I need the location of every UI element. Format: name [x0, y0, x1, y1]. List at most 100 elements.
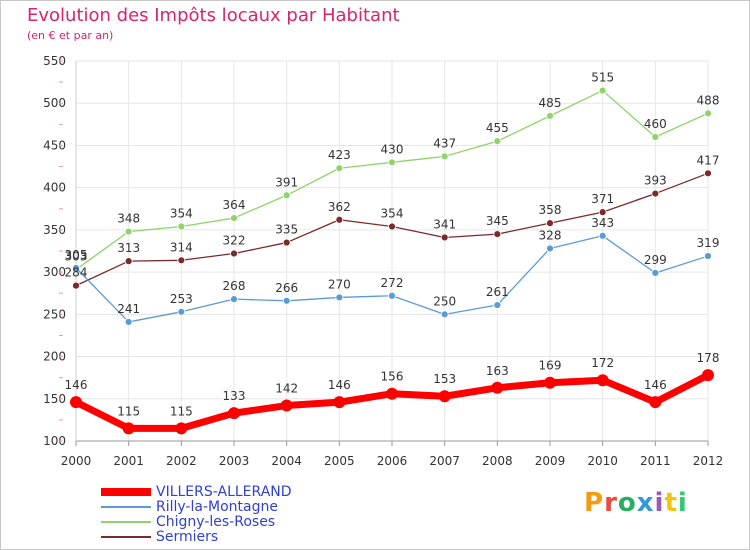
data-point — [282, 238, 291, 247]
data-point — [440, 152, 449, 161]
data-label: 115 — [170, 404, 193, 418]
data-label: 345 — [486, 214, 509, 228]
chart-subtitle: (en € et par an) — [27, 29, 114, 42]
series-layer — [70, 86, 714, 435]
data-label: 423 — [328, 148, 351, 162]
data-point — [546, 111, 554, 120]
data-point — [388, 158, 396, 167]
data-label: 272 — [381, 276, 404, 290]
x-tick-label: 2000 — [61, 454, 92, 468]
data-label: 305 — [65, 248, 88, 262]
data-label: 354 — [381, 207, 404, 221]
logo-letter: P — [584, 488, 605, 518]
y-tick-label: 250 — [43, 307, 66, 321]
data-point — [598, 86, 607, 95]
data-point — [704, 252, 712, 260]
data-label: 266 — [275, 281, 298, 295]
data-point — [386, 387, 398, 400]
x-tick-label: 2011 — [640, 454, 671, 468]
data-label: 341 — [433, 217, 456, 231]
y-tick-label: 300 — [43, 265, 66, 279]
data-point — [546, 244, 554, 253]
data-label: 133 — [223, 389, 246, 403]
data-point — [177, 307, 186, 316]
data-point — [546, 219, 554, 228]
data-label: 335 — [275, 223, 298, 237]
data-point — [72, 281, 80, 290]
data-label: 146 — [328, 378, 351, 392]
logo-letter: x — [636, 488, 655, 518]
legend-swatch — [101, 521, 151, 523]
x-tick-label: 2010 — [587, 454, 618, 468]
data-point — [72, 263, 80, 272]
x-tick-label: 2005 — [324, 454, 355, 468]
data-label: 319 — [697, 236, 720, 250]
x-tick-label: 2007 — [429, 454, 460, 468]
data-label: 178 — [697, 351, 720, 365]
data-point — [335, 164, 344, 173]
data-label: 485 — [539, 96, 562, 110]
x-tick-label: 2012 — [693, 454, 724, 468]
data-point — [70, 396, 82, 409]
data-label: 455 — [486, 121, 509, 135]
proxiti-logo: Proxiti — [584, 488, 688, 518]
data-label: 358 — [539, 203, 562, 217]
data-label: 153 — [433, 372, 456, 386]
data-point — [493, 137, 502, 146]
data-label: 417 — [697, 153, 720, 167]
data-point — [175, 422, 188, 435]
data-point — [440, 233, 449, 242]
data-label: 314 — [170, 240, 193, 254]
data-label: 430 — [381, 142, 404, 156]
data-point — [704, 169, 712, 178]
logo-letter: t — [664, 488, 678, 518]
data-point — [649, 396, 662, 409]
data-label: 142 — [275, 382, 298, 396]
data-point — [333, 396, 346, 409]
data-point — [651, 269, 660, 277]
chart-title: Evolution des Impôts locaux par Habitant — [27, 5, 400, 26]
data-label: 371 — [591, 192, 614, 206]
data-point — [230, 295, 238, 304]
data-point — [228, 407, 240, 420]
data-label: 313 — [117, 241, 140, 255]
data-point — [177, 256, 186, 265]
data-point — [651, 189, 660, 198]
data-point — [388, 222, 396, 231]
data-label: 322 — [223, 234, 246, 248]
data-point — [388, 291, 396, 300]
data-point — [124, 227, 133, 236]
data-point — [493, 301, 502, 309]
data-point — [704, 109, 712, 118]
data-point — [702, 369, 714, 382]
axis-layer: 550 500 450 400 350 300 250 200 150 100 2000 2001 20… — [43, 54, 723, 468]
data-label: 261 — [486, 285, 509, 299]
legend-swatch — [101, 488, 151, 496]
x-tick-label: 2004 — [271, 454, 302, 468]
y-tick-label: 400 — [43, 181, 66, 195]
data-label: 284 — [65, 266, 88, 280]
legend-swatch — [101, 536, 151, 538]
data-label: 163 — [486, 364, 509, 378]
data-label: 437 — [433, 136, 456, 150]
y-tick-label: 550 — [43, 54, 66, 68]
data-point — [335, 215, 344, 224]
data-point — [280, 399, 293, 412]
data-label: 156 — [381, 370, 404, 384]
x-tick-label: 2006 — [377, 454, 408, 468]
label-layer: 284 313 314 322 335 362 354 341 345 358 371 393 417 3… — [65, 71, 720, 419]
data-label: 362 — [328, 200, 351, 214]
data-label: 268 — [223, 279, 246, 293]
data-point — [230, 214, 238, 222]
data-point — [282, 296, 291, 305]
data-label: 354 — [170, 207, 193, 221]
data-label: 172 — [591, 356, 614, 370]
data-label: 515 — [591, 71, 614, 85]
data-label: 270 — [328, 277, 351, 291]
data-label: 364 — [223, 198, 246, 212]
legend-label: Rilly-la-Montagne — [156, 499, 278, 515]
x-tick-label: 2009 — [535, 454, 566, 468]
data-label: 115 — [117, 404, 140, 418]
data-point — [282, 191, 291, 200]
data-point — [493, 230, 502, 239]
